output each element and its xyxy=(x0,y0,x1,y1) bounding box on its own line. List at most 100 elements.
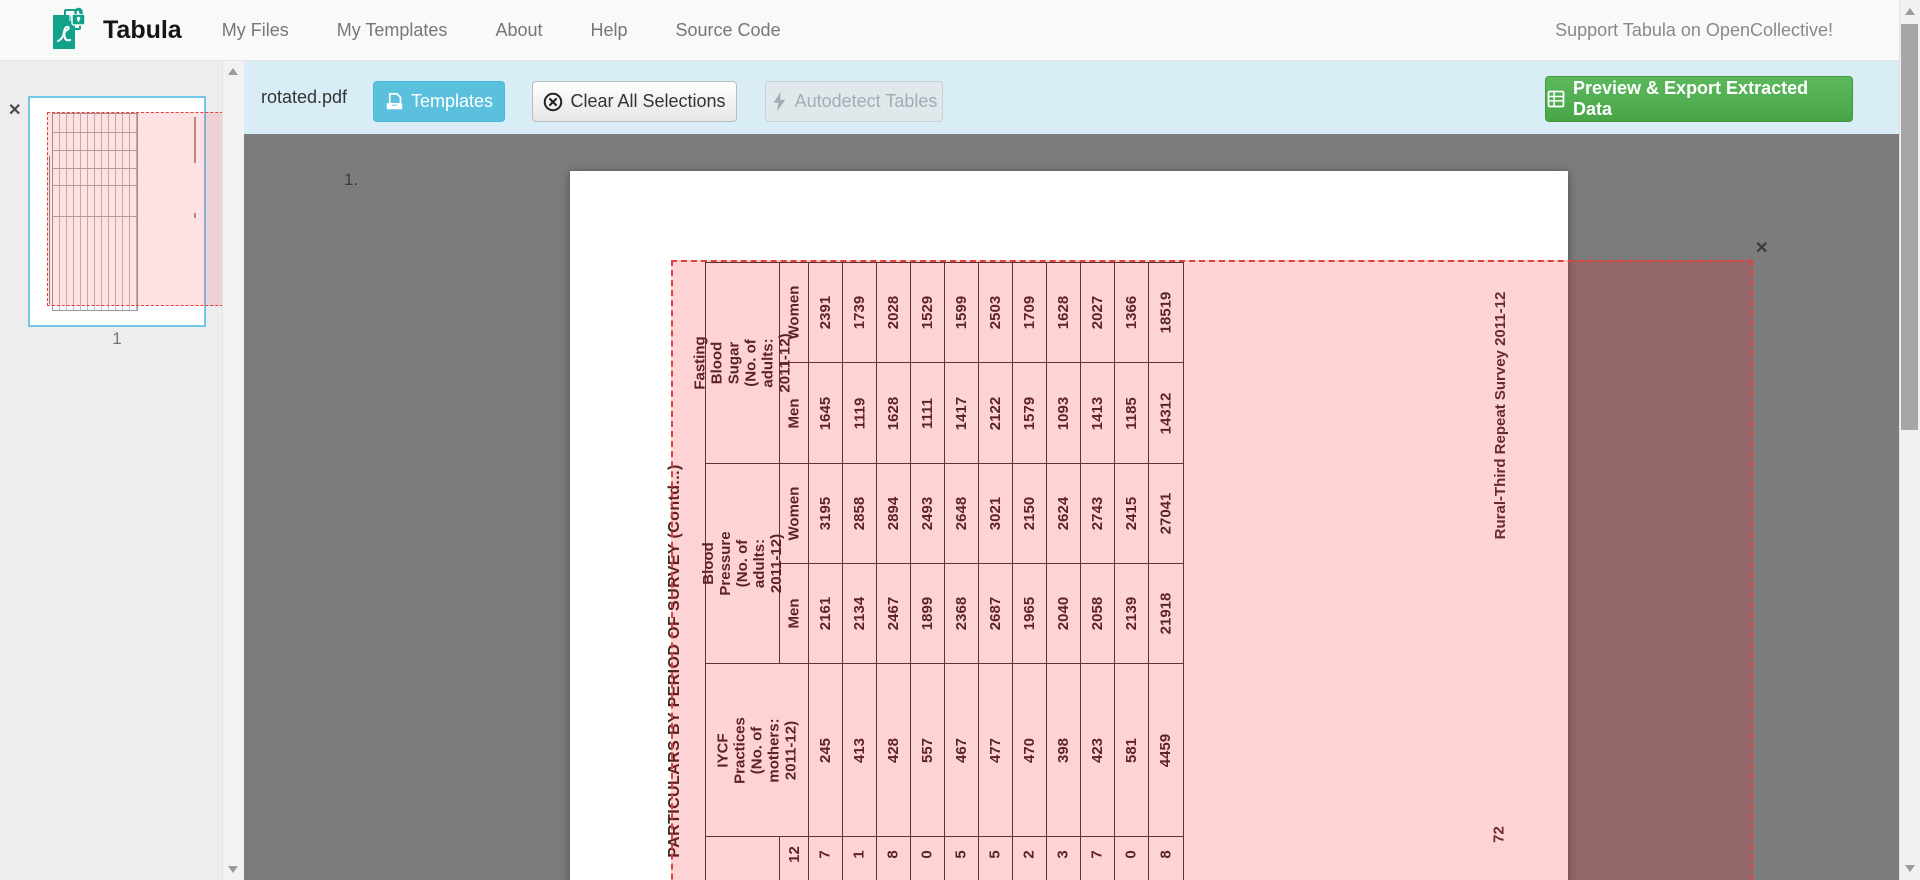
nav-item-my-files[interactable]: My Files xyxy=(221,19,289,40)
document-toolbar: rotated.pdf Templates Clear All Selectio… xyxy=(244,61,1899,134)
thumbnail-footer-mark xyxy=(194,213,196,218)
sidebar-scroll-down-icon[interactable] xyxy=(228,866,238,873)
clear-all-selections-button[interactable]: Clear All Selections xyxy=(532,81,737,122)
table-value: 2858 xyxy=(843,464,877,564)
nav-item-my-templates[interactable]: My Templates xyxy=(336,19,448,40)
table-total: 4459 xyxy=(1149,664,1184,837)
table-value: 1119 xyxy=(843,363,877,464)
table-value: 1185 xyxy=(1115,363,1149,464)
pdf-viewer-area: 1. Fasting Blood Sugar (No. of adults: 2… xyxy=(244,134,1899,880)
table-value: 1413 xyxy=(1081,363,1115,464)
table-value: 2040 xyxy=(1047,564,1081,664)
table-value: 2493 xyxy=(911,464,945,564)
table-value: 1093 xyxy=(1047,363,1081,464)
autodetect-tables-label: Autodetect Tables xyxy=(794,91,938,111)
preview-export-label: Preview & Export Extracted Data xyxy=(1573,78,1809,119)
table-value: 428 xyxy=(877,664,911,837)
sub-header-blood-pressure-women: Women xyxy=(780,464,809,564)
table-value: 1739 xyxy=(843,263,877,363)
table-value: 2058 xyxy=(1081,564,1115,664)
lightning-bolt-icon xyxy=(773,92,786,111)
table-value: 2027 xyxy=(1081,263,1115,363)
autodetect-tables-button: Autodetect Tables xyxy=(765,81,943,122)
table-value: 2415 xyxy=(1115,464,1149,564)
window-scrollbar-thumb[interactable] xyxy=(1901,24,1918,430)
sidebar-scroll-up-icon[interactable] xyxy=(228,68,238,75)
clear-circle-x-icon xyxy=(544,92,563,111)
sub-header-fasting-blood-sugar-men: Men xyxy=(780,363,809,464)
current-filename: rotated.pdf xyxy=(261,87,348,107)
sub-header-fasting-blood-sugar-women: Women xyxy=(780,263,809,363)
sidebar-scrollbar[interactable] xyxy=(222,61,244,880)
table-row-label-fragment: 8 xyxy=(877,837,911,880)
group-header-blood-pressure: Blood Pressure (No. of adults: 2011-12) xyxy=(700,464,785,664)
table-value: 2648 xyxy=(945,464,979,564)
document-table: Fasting Blood Sugar (No. of adults: 2011… xyxy=(692,262,1184,880)
thumbnail-title-line xyxy=(49,156,50,304)
thumbnail-selection-box[interactable] xyxy=(47,112,243,306)
pdf-page[interactable] xyxy=(570,171,1568,880)
clear-all-selections-label: Clear All Selections xyxy=(570,91,726,111)
table-value: 1579 xyxy=(1013,363,1047,464)
table-value: 2134 xyxy=(843,564,877,664)
window-scroll-up-icon[interactable] xyxy=(1905,8,1915,15)
nav-menu: My Files My Templates About Help Source … xyxy=(222,20,781,41)
top-navbar: Tabula My Files My Templates About Help … xyxy=(0,0,1899,61)
table-value: 1645 xyxy=(809,363,843,464)
table-value: 1709 xyxy=(1013,263,1047,363)
thumbnail-table-preview xyxy=(52,113,138,311)
table-total: 14312 xyxy=(1149,363,1184,464)
table-row-label-fragment: 7 xyxy=(809,837,843,880)
table-value: 1899 xyxy=(911,564,945,664)
table-total: 18519 xyxy=(1149,263,1184,363)
table-row-label-fragment: 12 xyxy=(780,837,809,880)
sub-header-blood-pressure-men: Men xyxy=(780,564,809,664)
brand-title[interactable]: Tabula xyxy=(103,15,182,44)
table-value: 1529 xyxy=(911,263,945,363)
thumbnail-page-number: 1 xyxy=(112,329,122,348)
nav-item-about[interactable]: About xyxy=(495,19,543,40)
table-value: 1628 xyxy=(1047,263,1081,363)
selection-close-icon[interactable]: ✕ xyxy=(1755,240,1769,257)
table-value: 2687 xyxy=(979,564,1013,664)
templates-button-label: Templates xyxy=(410,91,494,111)
page-index-label: 1. xyxy=(344,170,359,189)
table-value: 467 xyxy=(945,664,979,837)
nav-item-help[interactable]: Help xyxy=(590,19,628,40)
group-header-fasting-blood-sugar: Fasting Blood Sugar (No. of adults: 2011… xyxy=(692,263,794,464)
table-row-label-fragment: 8 xyxy=(1149,837,1184,880)
table-selection-box[interactable] xyxy=(671,260,1753,880)
table-value: 398 xyxy=(1047,664,1081,837)
table-value: 1366 xyxy=(1115,263,1149,363)
table-value: 470 xyxy=(1013,664,1047,837)
tabula-logo-icon[interactable] xyxy=(45,7,91,53)
group-header-iycf-practices: IYCF Practices (No. of mothers: 2011-12) xyxy=(706,664,809,837)
templates-icon xyxy=(386,92,403,110)
table-row-label-fragment: 0 xyxy=(1115,837,1149,880)
table-total: 21918 xyxy=(1149,564,1184,664)
table-value: 2028 xyxy=(877,263,911,363)
table-value: 245 xyxy=(809,664,843,837)
table-row-label-fragment: 2 xyxy=(1013,837,1047,880)
table-value: 2743 xyxy=(1081,464,1115,564)
support-link[interactable]: Support Tabula on OpenCollective! xyxy=(1555,19,1833,40)
table-value: 1417 xyxy=(945,363,979,464)
table-row-label-fragment: 3 xyxy=(1047,837,1081,880)
table-row-label-fragment: 1 xyxy=(843,837,877,880)
thumbnail-sidebar: ✕ 1 xyxy=(0,61,244,880)
window-scroll-down-icon[interactable] xyxy=(1905,865,1915,872)
table-value: 1965 xyxy=(1013,564,1047,664)
preview-export-button[interactable]: Preview & Export Extracted Data xyxy=(1545,76,1853,122)
thumbnail-side-text-line xyxy=(194,117,196,163)
table-value: 2150 xyxy=(1013,464,1047,564)
table-value: 2467 xyxy=(877,564,911,664)
table-row-label-fragment: 0 xyxy=(911,837,945,880)
table-value: 2894 xyxy=(877,464,911,564)
table-value: 2624 xyxy=(1047,464,1081,564)
page-close-icon[interactable]: ✕ xyxy=(8,102,22,119)
table-value: 581 xyxy=(1115,664,1149,837)
table-value: 2368 xyxy=(945,564,979,664)
templates-button[interactable]: Templates xyxy=(373,81,505,122)
nav-item-source-code[interactable]: Source Code xyxy=(675,19,781,40)
